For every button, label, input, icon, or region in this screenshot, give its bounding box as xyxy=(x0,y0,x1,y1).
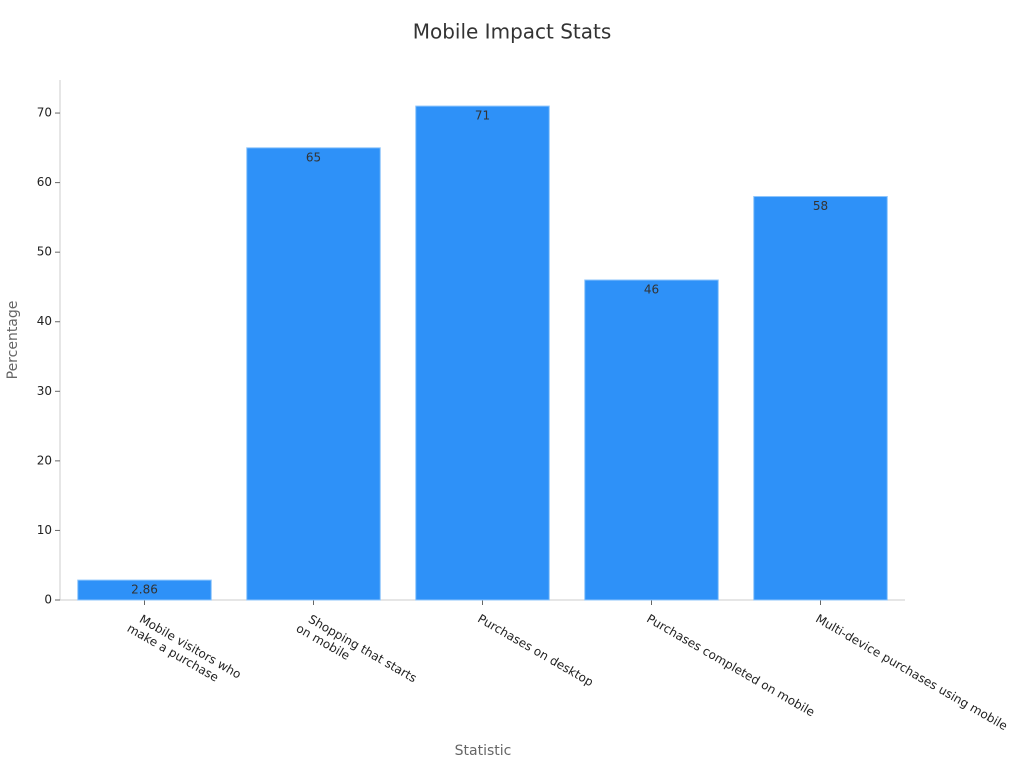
value-label: 58 xyxy=(813,199,828,213)
y-tick-label: 70 xyxy=(37,106,52,120)
y-tick-label: 30 xyxy=(37,384,52,398)
x-tick-label: Purchases completed on mobile xyxy=(644,612,817,720)
x-tick-label: Mobile visitors whomake a purchase xyxy=(125,609,244,694)
x-tick-label: Purchases on desktop xyxy=(475,612,596,690)
value-label: 46 xyxy=(644,283,659,297)
bar xyxy=(415,105,550,601)
y-tick-label: 40 xyxy=(37,314,52,328)
bar xyxy=(246,147,381,601)
y-tick-label: 10 xyxy=(37,523,52,537)
x-tick-label: Shopping that startson mobile xyxy=(294,609,419,698)
chart-title: Mobile Impact Stats xyxy=(413,20,612,44)
bar xyxy=(584,279,719,601)
y-axis-label: Percentage xyxy=(5,301,21,380)
y-tick-label: 0 xyxy=(44,593,52,607)
y-tick-label: 60 xyxy=(37,175,52,189)
value-label: 71 xyxy=(475,109,490,123)
x-axis-label: Statistic xyxy=(455,743,512,759)
y-tick-label: 50 xyxy=(37,245,52,259)
bar xyxy=(77,579,212,601)
y-tick-label: 20 xyxy=(37,453,52,467)
value-label: 2.86 xyxy=(131,583,158,597)
x-tick-label: Multi-device purchases using mobile xyxy=(813,612,1010,734)
value-label: 65 xyxy=(306,150,321,164)
bar xyxy=(753,196,888,601)
